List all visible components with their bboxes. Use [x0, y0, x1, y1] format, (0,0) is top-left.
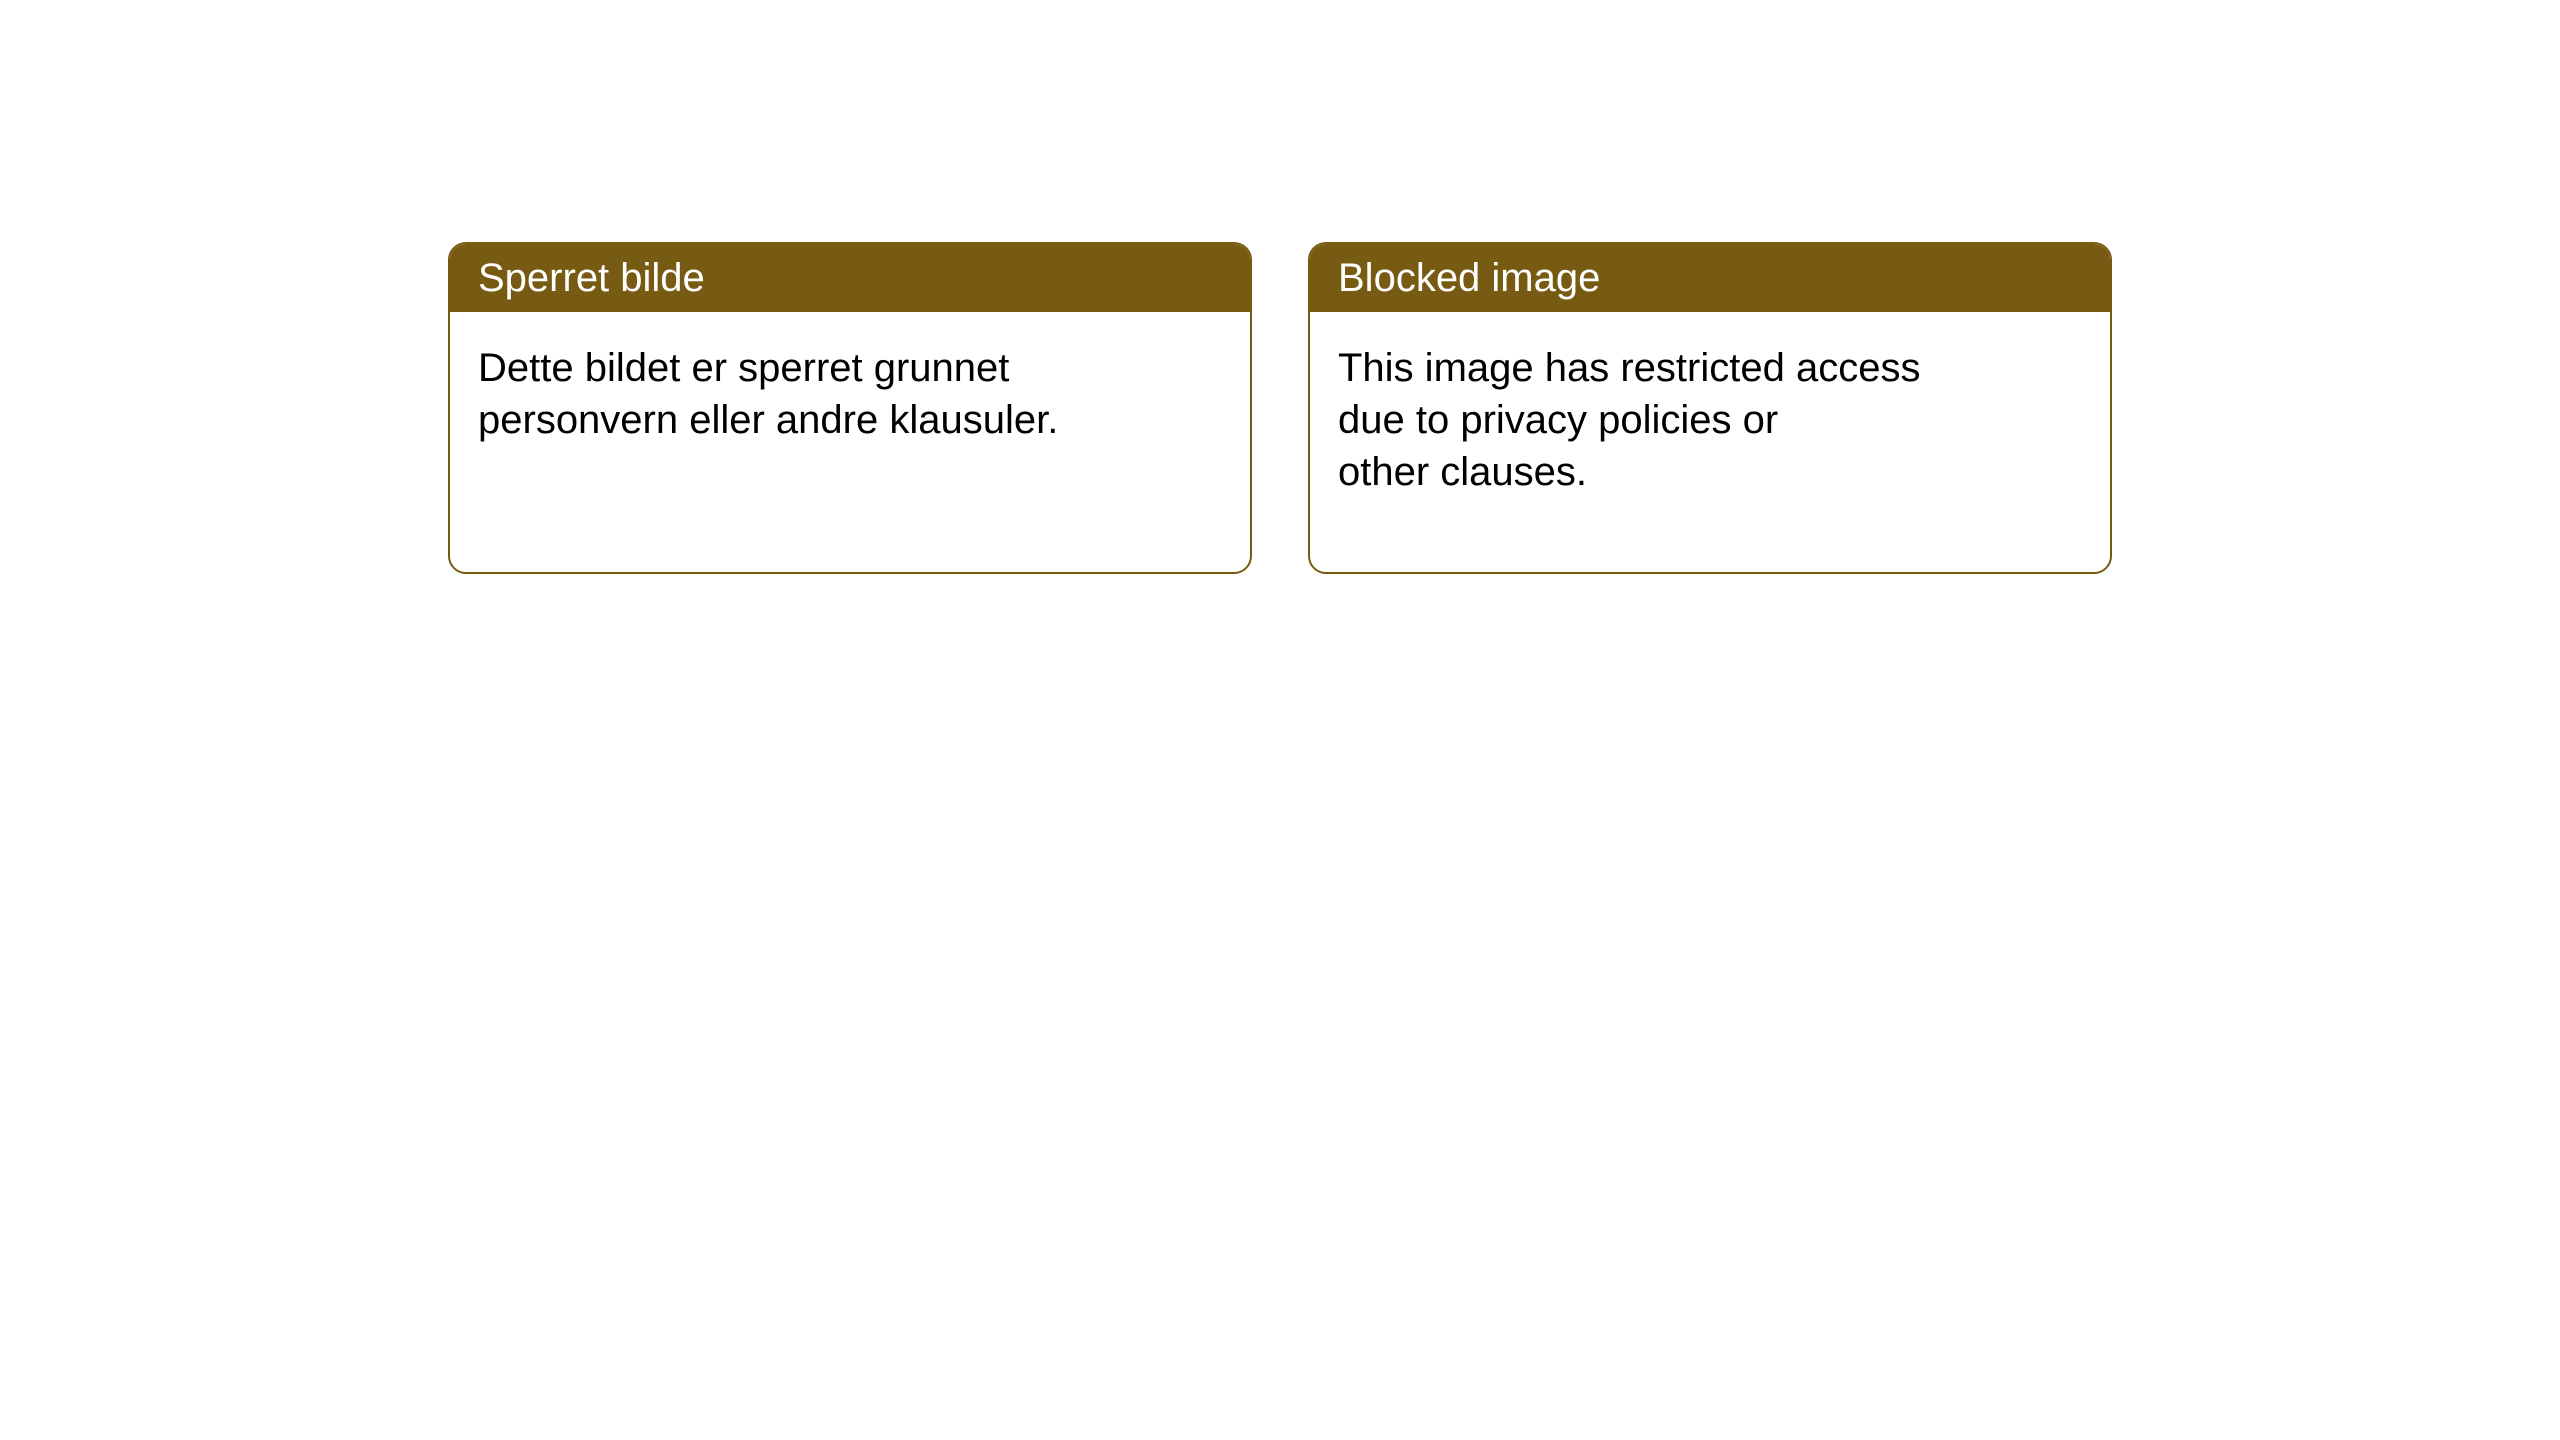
notice-cards-container: Sperret bilde Dette bildet er sperret gr… — [448, 242, 2560, 574]
notice-header-en: Blocked image — [1310, 244, 2110, 312]
notice-body-en: This image has restricted access due to … — [1310, 312, 2010, 528]
notice-body-no: Dette bildet er sperret grunnet personve… — [450, 312, 1150, 476]
notice-card-en: Blocked image This image has restricted … — [1308, 242, 2112, 574]
notice-card-no: Sperret bilde Dette bildet er sperret gr… — [448, 242, 1252, 574]
notice-header-no: Sperret bilde — [450, 244, 1250, 312]
